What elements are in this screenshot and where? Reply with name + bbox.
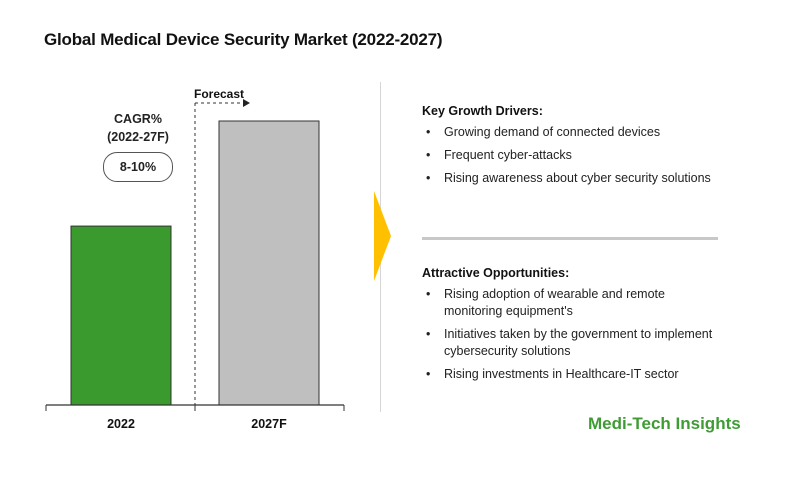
list-item: • Rising awareness about cyber security s…: [426, 171, 711, 185]
bullet-icon: •: [426, 125, 431, 139]
forecast-label: Forecast: [194, 87, 245, 101]
list-item: • Growing demand of connected devices: [426, 125, 661, 139]
opportunities-panel: Attractive Opportunities: • Rising adopti…: [422, 266, 722, 389]
list-item: • Rising adoption of wearable and remote …: [426, 287, 665, 318]
list-item: • Initiatives taken by the government to …: [426, 327, 713, 358]
horizontal-divider: [422, 237, 718, 240]
list-item: • Frequent cyber-attacks: [426, 148, 572, 162]
cagr-value-pill: 8-10%: [102, 152, 174, 182]
opportunities-heading: Attractive Opportunities:: [422, 266, 570, 280]
bullet-icon: •: [426, 327, 431, 341]
cagr-callout: CAGR% (2022-27F) 8-10%: [92, 110, 184, 182]
forecast-arrowhead-icon: [243, 99, 250, 107]
cagr-period: (2022-27F): [107, 130, 169, 144]
cagr-label: CAGR%: [114, 112, 162, 126]
bar-2022: [70, 225, 172, 406]
page-title: Global Medical Device Security Market (2…: [44, 30, 443, 49]
bar-2027f: [218, 120, 320, 406]
brand-logo-text: Medi-Tech Insights: [588, 414, 741, 433]
bullet-icon: •: [426, 148, 431, 162]
x-tick-label-2027f: 2027F: [251, 417, 287, 431]
bullet-icon: •: [426, 287, 431, 301]
chevron-right-icon: [374, 191, 391, 281]
opportunities-list: • Rising adoption of wearable and remote …: [422, 286, 722, 383]
bullet-icon: •: [426, 367, 431, 381]
x-tick-label-2022: 2022: [107, 417, 135, 431]
growth-drivers-list: • Growing demand of connected devices • Fr…: [422, 124, 722, 187]
bullet-icon: •: [426, 171, 431, 185]
growth-drivers-panel: Key Growth Drivers: • Growing demand of c…: [422, 104, 722, 193]
bar-chart: [45, 99, 345, 411]
growth-drivers-heading: Key Growth Drivers:: [422, 104, 543, 118]
list-item: • Rising investments in Healthcare-IT sec…: [426, 367, 679, 381]
